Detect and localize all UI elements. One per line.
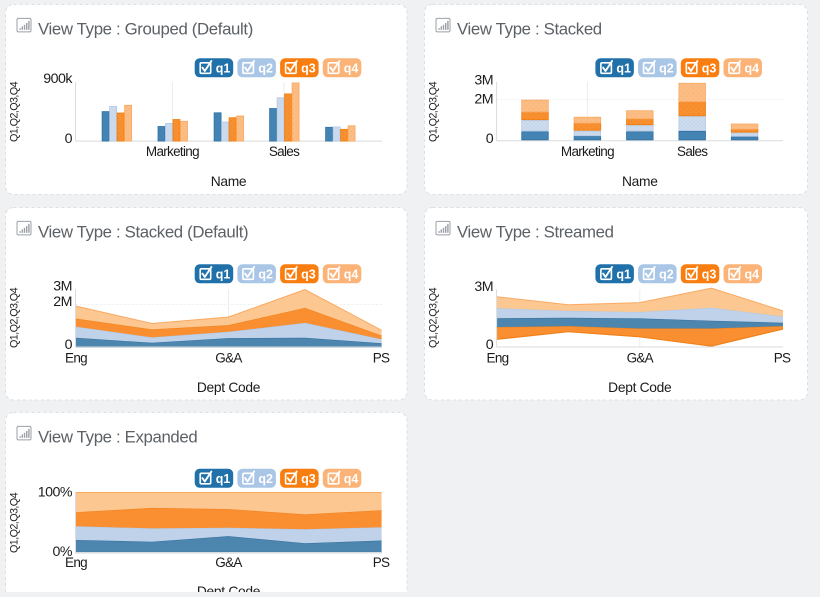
svg-text:q3: q3 <box>301 267 316 281</box>
svg-text:Eng: Eng <box>65 350 87 365</box>
svg-text:Dept Code: Dept Code <box>608 380 672 395</box>
svg-text:View Type : Stacked (Default): View Type : Stacked (Default) <box>38 222 248 241</box>
svg-text:q3: q3 <box>702 267 717 281</box>
svg-text:q2: q2 <box>659 267 674 281</box>
svg-text:q2: q2 <box>258 267 273 281</box>
svg-text:PS: PS <box>774 350 791 365</box>
svg-text:Q1,Q2,Q3,Q4: Q1,Q2,Q3,Q4 <box>8 492 20 553</box>
svg-text:Q1,Q2,Q3,Q4: Q1,Q2,Q3,Q4 <box>427 287 439 348</box>
svg-text:Marketing: Marketing <box>561 144 614 159</box>
svg-text:Sales: Sales <box>677 144 708 159</box>
svg-text:q3: q3 <box>702 61 717 75</box>
svg-text:q4: q4 <box>745 61 760 75</box>
svg-text:G&A: G&A <box>627 350 654 365</box>
svg-text:0: 0 <box>65 131 73 147</box>
svg-text:q4: q4 <box>344 472 359 486</box>
svg-text:q1: q1 <box>216 267 231 281</box>
svg-text:q1: q1 <box>216 472 231 486</box>
svg-text:0%: 0% <box>52 544 72 560</box>
svg-text:Marketing: Marketing <box>146 144 199 159</box>
svg-text:q4: q4 <box>344 267 359 281</box>
svg-text:q2: q2 <box>258 61 273 75</box>
svg-text:PS: PS <box>373 350 390 365</box>
svg-text:100%: 100% <box>38 484 73 500</box>
svg-text:Dept Code: Dept Code <box>197 584 261 592</box>
svg-text:0: 0 <box>486 131 494 147</box>
svg-text:q2: q2 <box>659 61 674 75</box>
svg-text:View Type : Streamed: View Type : Streamed <box>457 222 614 241</box>
svg-text:3M: 3M <box>474 72 493 88</box>
svg-text:Q1,Q2,Q3,Q4: Q1,Q2,Q3,Q4 <box>8 81 20 142</box>
svg-text:Sales: Sales <box>269 144 300 159</box>
svg-text:Eng: Eng <box>65 555 87 570</box>
svg-text:Eng: Eng <box>487 350 509 365</box>
svg-text:View Type : Stacked: View Type : Stacked <box>457 19 602 38</box>
svg-text:q1: q1 <box>616 61 631 75</box>
svg-text:Q1,Q2,Q3,Q4: Q1,Q2,Q3,Q4 <box>8 287 20 348</box>
svg-text:Dept Code: Dept Code <box>197 380 261 395</box>
svg-text:q1: q1 <box>616 267 631 281</box>
svg-text:q4: q4 <box>344 61 359 75</box>
svg-text:q4: q4 <box>745 267 760 281</box>
svg-text:View Type : Expanded: View Type : Expanded <box>38 427 197 446</box>
svg-text:View Type : Grouped (Default): View Type : Grouped (Default) <box>38 19 253 38</box>
svg-text:2M: 2M <box>474 91 493 107</box>
svg-text:2M: 2M <box>53 294 72 310</box>
svg-text:Name: Name <box>622 174 658 189</box>
svg-text:900k: 900k <box>43 71 73 87</box>
svg-text:q3: q3 <box>301 472 316 486</box>
svg-text:q1: q1 <box>216 61 231 75</box>
svg-text:Q1,Q2,Q3,Q4: Q1,Q2,Q3,Q4 <box>427 81 439 142</box>
svg-text:q3: q3 <box>301 61 316 75</box>
svg-text:q2: q2 <box>258 472 273 486</box>
svg-text:G&A: G&A <box>215 555 242 570</box>
svg-text:0: 0 <box>65 337 73 353</box>
svg-text:PS: PS <box>373 555 390 570</box>
svg-text:3M: 3M <box>53 278 72 294</box>
svg-text:Name: Name <box>211 174 247 189</box>
svg-text:G&A: G&A <box>215 350 242 365</box>
svg-text:3M: 3M <box>474 279 493 295</box>
svg-text:0: 0 <box>486 337 494 353</box>
